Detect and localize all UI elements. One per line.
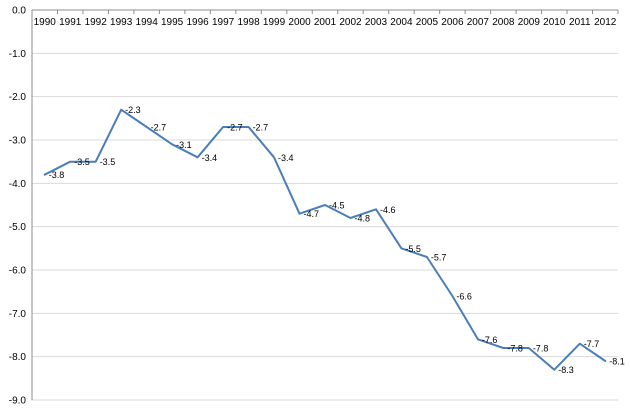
data-label: -8.1 — [609, 357, 625, 367]
data-label: -3.8 — [49, 170, 65, 180]
x-tick-label: 2000 — [288, 17, 311, 28]
data-label: -7.7 — [584, 339, 600, 349]
data-label: -3.4 — [202, 153, 218, 163]
series-group — [43, 108, 607, 371]
data-label: -4.5 — [329, 201, 345, 211]
x-tick-label: 2011 — [569, 17, 591, 28]
x-tick-label: 1996 — [186, 17, 209, 28]
data-label: -4.8 — [354, 214, 370, 224]
data-label: -4.6 — [380, 205, 396, 215]
x-tick-label: 1999 — [263, 17, 286, 28]
x-tick-label: 1991 — [59, 17, 82, 28]
data-label: -3.1 — [176, 140, 192, 150]
y-tick-label: 0.0 — [12, 6, 26, 17]
y-tick-label: -5.0 — [9, 222, 27, 233]
data-label: -2.7 — [227, 123, 243, 133]
data-label: -8.3 — [558, 365, 574, 375]
y-tick-label: -4.0 — [9, 179, 27, 190]
data-label: -2.3 — [125, 105, 141, 115]
data-label: -3.5 — [100, 157, 116, 167]
data-label: -3.4 — [278, 153, 294, 163]
series-line — [43, 108, 607, 371]
x-tick-label: 1995 — [161, 17, 184, 28]
x-tick-label: 2010 — [543, 17, 566, 28]
y-tick-labels: 0.0 -1.0 -2.0 -3.0 -4.0 -5.0 -6.0 -7.0 -8.0 -9.0 — [9, 6, 27, 407]
data-label: -3.5 — [74, 157, 90, 167]
data-label: -5.5 — [405, 244, 421, 254]
data-label: -7.8 — [533, 344, 549, 354]
x-tick-label: 1993 — [110, 17, 133, 28]
data-label: -2.7 — [253, 123, 269, 133]
data-labels: -3.8 -3.5 -3.5 -2.3 -2.7 -3.1 -3.4 -2.7 -2.7 -3.4… — [49, 105, 625, 375]
x-tick-label: 1992 — [85, 17, 108, 28]
gridlines — [32, 52, 618, 401]
y-tick-label: -2.0 — [9, 92, 27, 103]
x-tick-label: 2007 — [467, 17, 490, 28]
x-tick-label: 2005 — [416, 17, 439, 28]
x-tick-label: 2004 — [390, 17, 413, 28]
y-tick-label: -1.0 — [9, 49, 27, 60]
y-tick-label: -8.0 — [9, 352, 27, 363]
x-tick-label: 1997 — [212, 17, 235, 28]
y-tick-label: -9.0 — [9, 396, 27, 407]
x-tick-label: 2003 — [365, 17, 388, 28]
x-tick-label: 1994 — [136, 17, 159, 28]
axes — [31, 9, 619, 400]
x-tick-label: 2009 — [518, 17, 541, 28]
x-tick-label: 1998 — [237, 17, 260, 28]
x-tick-label: 2008 — [492, 17, 515, 28]
data-label: -7.8 — [507, 344, 523, 354]
data-label: -7.6 — [482, 335, 498, 345]
x-tick-label: 1990 — [34, 17, 57, 28]
x-tick-label: 2001 — [314, 17, 337, 28]
data-label: -5.7 — [431, 253, 447, 263]
y-tick-label: -7.0 — [9, 309, 27, 320]
x-tick-label: 2012 — [594, 17, 617, 28]
y-tick-label: -6.0 — [9, 266, 27, 277]
data-label: -4.7 — [304, 209, 320, 219]
x-tick-label: 2002 — [339, 17, 362, 28]
data-label: -2.7 — [151, 123, 167, 133]
y-tick-label: -3.0 — [9, 136, 27, 147]
x-tick-label: 2006 — [441, 17, 464, 28]
x-tick-labels: 1990 1991 1992 1993 1994 1995 1996 1997 1998 1999… — [34, 17, 617, 28]
data-label: -6.6 — [456, 292, 472, 302]
